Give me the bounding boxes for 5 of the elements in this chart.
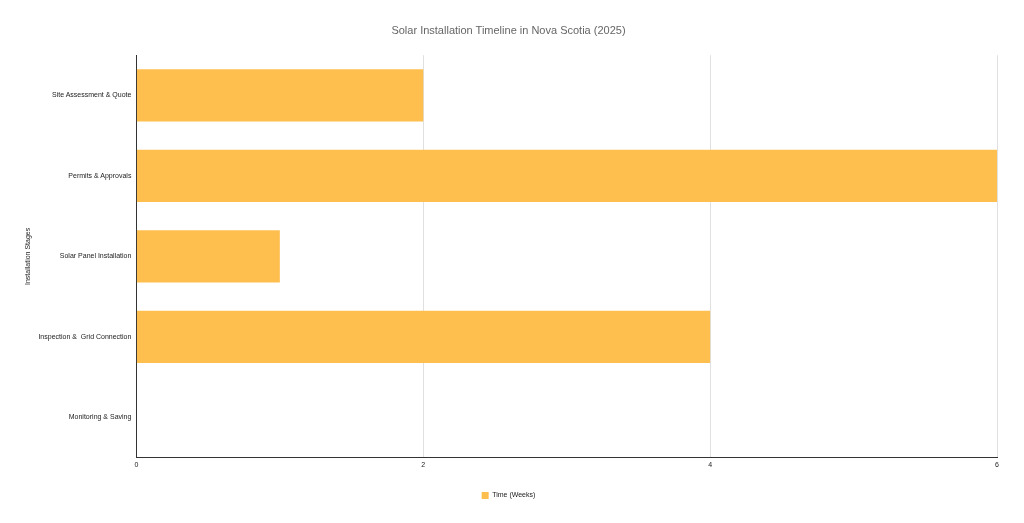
bar: [136, 69, 424, 122]
bar: [136, 230, 280, 283]
bar: [136, 149, 997, 203]
bar: [136, 310, 711, 364]
chart-title: Solar Installation Timeline in Nova Scotia (2025): [391, 23, 626, 36]
